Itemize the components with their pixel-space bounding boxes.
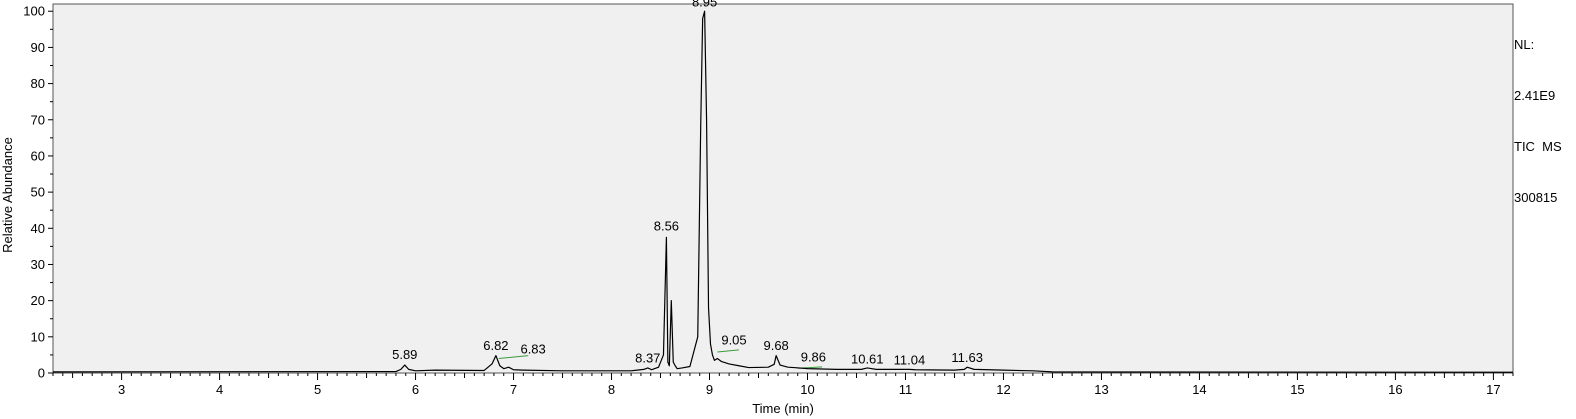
x-tick-label: 15 — [1290, 382, 1304, 397]
x-axis-ticks: 3 4 5 6 7 8 9 10 11 12 13 14 15 16 17 — [52, 373, 1514, 397]
peak-label: 10.61 — [851, 352, 884, 367]
x-axis-title: Time (min) — [752, 401, 814, 416]
y-tick-label: 0 — [38, 366, 45, 381]
peak-label: 11.04 — [894, 352, 926, 367]
x-tick-label: 3 — [118, 382, 125, 397]
x-tick-label: 7 — [510, 382, 517, 397]
y-tick-label: 80 — [31, 76, 45, 91]
tic-trace — [52, 10, 1514, 373]
plot-area — [52, 3, 1514, 374]
peak-label: 6.83 — [520, 342, 545, 357]
integration-baseline — [498, 355, 529, 360]
y-axis-ticks: 0 10 20 30 40 50 60 70 80 90 100 — [23, 4, 53, 381]
y-tick-label: 30 — [31, 257, 45, 272]
sample-id: 300815 — [1514, 190, 1558, 205]
peak-labels: 5.89 6.82 6.83 8.37 8.56 8.95 9.05 9.68 9.86 10.6… — [392, 0, 983, 367]
peak-label: 8.95 — [692, 0, 717, 9]
x-tick-label: 12 — [996, 382, 1010, 397]
peak-label: 5.89 — [392, 347, 417, 362]
y-tick-label: 70 — [31, 112, 45, 127]
x-tick-label: 17 — [1486, 382, 1500, 397]
y-axis-title: Relative Abundance — [0, 137, 15, 253]
y-tick-label: 10 — [31, 329, 45, 344]
y-tick-label: 90 — [31, 40, 45, 55]
x-tick-label: 11 — [899, 382, 913, 397]
y-tick-label: 40 — [31, 221, 45, 236]
y-tick-label: 20 — [31, 293, 45, 308]
nl-value: 2.41E9 — [1514, 88, 1556, 103]
chromatogram-traces — [52, 10, 1514, 373]
x-tick-label: 5 — [314, 382, 321, 397]
peak-label: 9.05 — [721, 332, 746, 347]
peak-label: 8.56 — [654, 219, 679, 234]
y-tick-label: 50 — [31, 185, 45, 200]
y-tick-label: 100 — [23, 4, 45, 19]
peak-label: 8.37 — [635, 351, 660, 366]
x-tick-label: 4 — [216, 382, 223, 397]
trace-type: TIC MS — [1514, 139, 1562, 154]
x-tick-label: 13 — [1094, 382, 1108, 397]
x-tick-label: 10 — [800, 382, 814, 397]
peak-label: 6.82 — [483, 338, 508, 353]
y-tick-label: 60 — [31, 148, 45, 163]
x-tick-label: 9 — [706, 382, 713, 397]
peak-label: 9.86 — [801, 349, 826, 364]
peak-label: 11.63 — [951, 350, 983, 365]
x-tick-label: 8 — [608, 382, 615, 397]
peak-label: 9.68 — [763, 338, 788, 353]
x-tick-label: 16 — [1388, 382, 1402, 397]
x-tick-label: 6 — [412, 382, 419, 397]
integration-baseline — [717, 349, 739, 353]
nl-label: NL: — [1514, 37, 1535, 52]
x-tick-label: 14 — [1192, 382, 1206, 397]
normalization-info: NL: 2.41E9 TIC MS 300815 — [1514, 2, 1562, 223]
